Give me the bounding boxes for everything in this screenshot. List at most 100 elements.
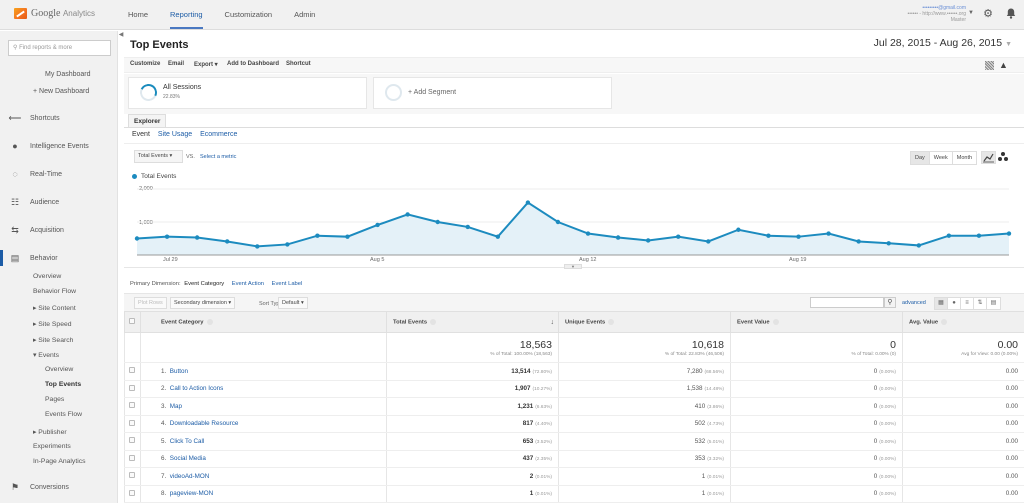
- sidebar-site-content[interactable]: ▸ Site Content: [33, 305, 76, 312]
- select-all-checkbox[interactable]: [124, 311, 141, 333]
- sidebar-real-time[interactable]: ◌ Real-Time: [0, 166, 118, 182]
- total-events-line-chart[interactable]: [124, 181, 1024, 261]
- sort-type-dropdown[interactable]: Default ▾: [278, 297, 308, 309]
- date-range-text: Jul 28, 2015 - Aug 26, 2015: [873, 37, 1003, 49]
- export-button[interactable]: Export ▾: [194, 62, 218, 68]
- header-avg-value[interactable]: Avg. Value: [902, 311, 1024, 333]
- nav-customization[interactable]: Customization: [224, 10, 273, 19]
- secondary-dimension-dropdown[interactable]: Secondary dimension ▾: [170, 297, 236, 309]
- search-reports-input[interactable]: ⚲ Find reports & more: [8, 40, 111, 56]
- subtab-site-usage[interactable]: Site Usage: [157, 131, 193, 138]
- search-icon[interactable]: ⚲: [884, 297, 896, 308]
- bell-icon[interactable]: [1005, 8, 1017, 20]
- table-view-performance-icon[interactable]: ≡: [961, 298, 974, 309]
- table-view-grid-icon[interactable]: ▦: [935, 298, 948, 309]
- avg-value-cell: 0.00: [902, 415, 1024, 433]
- header-unique-events[interactable]: Unique Events: [558, 311, 731, 333]
- customize-button[interactable]: Customize: [130, 61, 161, 67]
- sidebar-behavior[interactable]: ▤ Behavior: [0, 250, 118, 266]
- sidebar-experiments[interactable]: Experiments: [33, 443, 71, 450]
- row-checkbox[interactable]: [124, 362, 141, 381]
- help-icon[interactable]: [772, 318, 779, 325]
- event-category-link[interactable]: pageview-MON: [169, 490, 214, 498]
- table-view-pivot-icon[interactable]: ▤: [987, 298, 1000, 309]
- sidebar-site-speed[interactable]: ▸ Site Speed: [33, 321, 72, 328]
- dimension-event-category[interactable]: Event Category: [184, 281, 225, 287]
- help-icon[interactable]: [941, 318, 948, 325]
- event-category-link[interactable]: Map: [169, 402, 183, 410]
- sidebar-top-events[interactable]: Top Events: [45, 381, 82, 388]
- sidebar-acquisition[interactable]: ⇆ Acquisition: [0, 222, 118, 238]
- sidebar-intelligence-events[interactable]: ● Intelligence Events: [0, 138, 118, 154]
- gear-icon[interactable]: ⚙: [983, 8, 993, 20]
- header-total-events[interactable]: Total Events ↓: [386, 311, 559, 333]
- account-selector[interactable]: •••••••••@gmail.com •••••• - http://www.…: [907, 5, 966, 23]
- subtab-ecommerce[interactable]: Ecommerce: [200, 131, 238, 138]
- sidebar-shortcuts[interactable]: ⟵ Shortcuts: [0, 110, 118, 126]
- metric-select-dropdown[interactable]: Total Events ▾: [134, 150, 183, 163]
- plot-rows-button[interactable]: Plot Rows: [134, 297, 167, 309]
- sidebar-audience[interactable]: ☷ Audience: [0, 194, 118, 210]
- motion-chart-type-button[interactable]: [996, 151, 1011, 164]
- help-icon[interactable]: [206, 318, 213, 325]
- nav-reporting[interactable]: Reporting: [170, 0, 203, 30]
- event-category-link[interactable]: Downloadable Resource: [169, 420, 239, 428]
- nav-home[interactable]: Home: [128, 10, 149, 19]
- date-range-picker[interactable]: Jul 28, 2015 - Aug 26, 2015 ▼: [874, 37, 1012, 49]
- sidebar-events-flow[interactable]: Events Flow: [45, 411, 83, 418]
- segment-all-sessions[interactable]: All Sessions 22.83%: [128, 77, 367, 109]
- event-category-link[interactable]: Click To Call: [169, 437, 205, 445]
- row-checkbox[interactable]: [124, 467, 141, 486]
- tab-explorer[interactable]: Explorer: [128, 114, 167, 128]
- advanced-filter-link[interactable]: advanced: [902, 300, 926, 306]
- sidebar-in-page-analytics[interactable]: In-Page Analytics: [33, 458, 86, 465]
- dimension-event-action[interactable]: Event Action: [231, 281, 265, 287]
- chart-resize-handle[interactable]: ▼: [564, 264, 582, 269]
- subtab-event[interactable]: Event: [132, 131, 150, 138]
- period-month-button[interactable]: Month: [956, 155, 973, 161]
- sidebar-events-overview[interactable]: Overview: [45, 366, 74, 373]
- event-category-link[interactable]: Call to Action Icons: [169, 385, 224, 393]
- period-day-button[interactable]: Day: [911, 152, 930, 164]
- event-category-link[interactable]: videoAd-MON: [169, 472, 210, 480]
- sidebar-conversions[interactable]: ⚑ Conversions: [0, 479, 118, 495]
- row-checkbox[interactable]: [124, 485, 141, 503]
- period-week-button[interactable]: Week: [930, 152, 953, 164]
- collapse-sidebar-icon[interactable]: ◀: [118, 32, 124, 38]
- row-checkbox[interactable]: [124, 380, 141, 398]
- help-icon[interactable]: [608, 318, 615, 325]
- add-segment-button[interactable]: + Add Segment: [373, 77, 612, 109]
- header-event-value[interactable]: Event Value: [730, 311, 903, 333]
- google-analytics-logo[interactable]: Google Analytics: [14, 8, 95, 19]
- sidebar-events-pages[interactable]: Pages: [45, 396, 65, 403]
- header-event-category[interactable]: Event Category: [140, 311, 387, 333]
- shortcut-button[interactable]: Shortcut: [286, 61, 311, 67]
- sidebar-events[interactable]: ▾ Events: [33, 352, 60, 359]
- event-category-link[interactable]: Social Media: [169, 455, 206, 463]
- nav-admin[interactable]: Admin: [294, 10, 316, 19]
- sidebar-site-search[interactable]: ▸ Site Search: [33, 337, 74, 344]
- sidebar-behavior-flow[interactable]: Behavior Flow: [33, 288, 77, 295]
- sidebar-label: Audience: [30, 198, 60, 206]
- help-icon[interactable]: [430, 318, 437, 325]
- sidebar-new-dashboard[interactable]: + New Dashboard: [33, 88, 90, 95]
- graduation-cap-icon[interactable]: ▲: [999, 60, 1008, 70]
- table-view-comparison-icon[interactable]: ⇅: [974, 298, 987, 309]
- table-view-pie-icon[interactable]: ●: [948, 298, 961, 309]
- email-button[interactable]: Email: [168, 61, 185, 67]
- dimension-event-label[interactable]: Event Label: [271, 281, 303, 287]
- sidebar-behavior-overview[interactable]: Overview: [33, 273, 62, 280]
- row-checkbox[interactable]: [124, 432, 141, 451]
- event-category-link[interactable]: Button: [169, 367, 188, 375]
- qr-icon[interactable]: [985, 61, 994, 70]
- sidebar-publisher[interactable]: ▸ Publisher: [33, 429, 67, 436]
- select-metric-link[interactable]: Select a metric: [200, 154, 237, 160]
- line-chart-type-button[interactable]: [981, 151, 996, 164]
- account-caret-icon[interactable]: ▼: [968, 10, 974, 16]
- row-checkbox[interactable]: [124, 397, 141, 416]
- row-checkbox[interactable]: [124, 415, 141, 433]
- add-to-dashboard-button[interactable]: Add to Dashboard: [227, 61, 279, 67]
- table-filter-input[interactable]: [810, 297, 884, 308]
- sidebar-my-dashboard[interactable]: My Dashboard: [45, 71, 91, 78]
- row-checkbox[interactable]: [124, 450, 141, 468]
